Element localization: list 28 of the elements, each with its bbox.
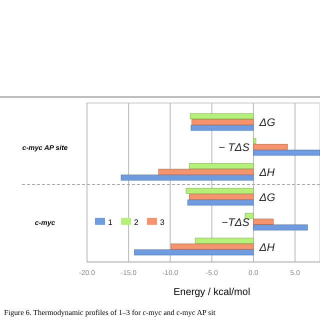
bar (253, 150, 320, 156)
bar (189, 163, 254, 169)
legend-label: 2 (134, 218, 139, 227)
x-axis-title: Energy / kcal/mol (173, 287, 250, 298)
bar (190, 124, 254, 131)
bar (186, 188, 254, 194)
legend-label: 3 (160, 218, 165, 227)
bar (120, 174, 254, 181)
bar (244, 212, 254, 219)
bar (170, 244, 254, 250)
bar (192, 119, 254, 125)
bar (194, 238, 254, 244)
bar (158, 168, 254, 175)
y-tick-label: −TΔS (222, 216, 250, 229)
bar (189, 194, 254, 200)
bar (134, 249, 254, 256)
bar (187, 200, 254, 206)
y-tick-label: ΔG (258, 117, 276, 130)
legend-label: 1 (108, 218, 113, 227)
y-tick-label: ΔG (258, 192, 276, 204)
bar (253, 218, 274, 225)
bar (190, 113, 254, 120)
bar (253, 224, 308, 230)
y-tick-label: ΔH (258, 167, 275, 180)
y-tick-label: ΔH (258, 242, 275, 254)
bar (253, 138, 256, 144)
bar (253, 144, 288, 150)
y-tick-label: − TΔS (218, 142, 250, 154)
